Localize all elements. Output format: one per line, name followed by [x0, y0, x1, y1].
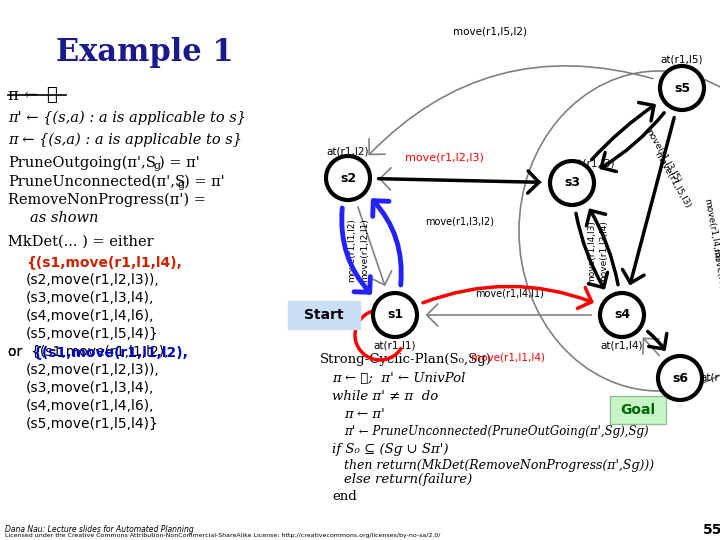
Text: move(r1,l4,l1): move(r1,l4,l1) [476, 288, 544, 298]
Circle shape [660, 66, 704, 110]
Text: move(r1,l1,l2): move(r1,l1,l2) [348, 218, 356, 282]
Text: move(r1,l4,l3): move(r1,l4,l3) [588, 220, 596, 284]
Text: 55: 55 [703, 523, 720, 537]
Text: MkDet(... ) = either: MkDet(... ) = either [8, 235, 153, 249]
Text: π' ← {(s,a) : a is applicable to s}: π' ← {(s,a) : a is applicable to s} [8, 111, 246, 125]
Circle shape [326, 156, 370, 200]
Text: Licensed under the Creative Commons Attribution-NonCommercial-ShareAlike License: Licensed under the Creative Commons Attr… [5, 534, 441, 538]
Text: g: g [153, 161, 160, 171]
Text: move(r1,l2,l1): move(r1,l2,l1) [361, 218, 369, 282]
Text: then return(MkDet(RemoveNonProgress(π',Sɡ))): then return(MkDet(RemoveNonProgress(π',S… [344, 458, 654, 471]
Text: (s3,move(r1,l3,l4),: (s3,move(r1,l3,l4), [26, 291, 154, 305]
Text: move(r1,l3,l4): move(r1,l3,l4) [600, 220, 608, 284]
Text: Goal: Goal [621, 403, 656, 417]
Text: Strong-Cyclic-Plan(S₀,Sɡ): Strong-Cyclic-Plan(S₀,Sɡ) [320, 354, 492, 367]
Text: Example 1: Example 1 [56, 37, 234, 68]
Text: as shown: as shown [30, 211, 99, 225]
Text: or  {(s1,move(r1,l1,l2),: or {(s1,move(r1,l1,l2), [8, 345, 168, 359]
FancyBboxPatch shape [288, 301, 360, 329]
Circle shape [600, 293, 644, 337]
Text: Start: Start [304, 308, 344, 322]
Text: π ← {(s,a) : a is applicable to s}: π ← {(s,a) : a is applicable to s} [8, 133, 242, 147]
Text: (s4,move(r1,l4,l6),: (s4,move(r1,l4,l6), [26, 309, 155, 323]
Text: move(r1,l3,l2): move(r1,l3,l2) [426, 217, 495, 227]
Circle shape [550, 161, 594, 205]
Text: at(r1,l3): at(r1,l3) [572, 158, 614, 168]
Text: (s5,move(r1,l5,l4)}: (s5,move(r1,l5,l4)} [26, 327, 159, 341]
Text: s4: s4 [614, 308, 630, 321]
Text: at(r1,l5): at(r1,l5) [661, 55, 703, 65]
Text: ) = π': ) = π' [184, 175, 225, 189]
Text: {(s1,move(r1,l1,l4),: {(s1,move(r1,l1,l4), [26, 255, 182, 269]
Text: move(r1,l3,l5): move(r1,l3,l5) [642, 125, 682, 185]
Text: PruneUnconnected(π',S: PruneUnconnected(π',S [8, 175, 185, 189]
Text: while π' ≠ π  do: while π' ≠ π do [332, 389, 438, 402]
Text: (s2,move(r1,l2,l3)),: (s2,move(r1,l2,l3)), [26, 273, 160, 287]
Text: (s4,move(r1,l4,l6),: (s4,move(r1,l4,l6), [26, 399, 155, 413]
Text: move(r1,l5,l3): move(r1,l5,l3) [652, 150, 692, 210]
Text: move(r1,l1,l4): move(r1,l1,l4) [471, 353, 545, 363]
Text: at(r1,l4): at(r1,l4) [600, 340, 643, 350]
Text: at(r1,l6): at(r1,l6) [700, 373, 720, 383]
Text: end: end [332, 490, 356, 503]
Text: move(r1,l2,l3): move(r1,l2,l3) [405, 152, 483, 162]
Text: PruneOutgoing(π',S: PruneOutgoing(π',S [8, 156, 156, 170]
Text: π ←: π ← [8, 86, 38, 104]
Text: (s3,move(r1,l3,l4),: (s3,move(r1,l3,l4), [26, 381, 154, 395]
Text: ∅: ∅ [46, 86, 57, 104]
Circle shape [373, 293, 417, 337]
Circle shape [658, 356, 702, 400]
Text: else return(failure): else return(failure) [344, 474, 472, 487]
Text: at(r1,l1): at(r1,l1) [374, 340, 416, 350]
Text: π' ← PruneUnconnected(PruneOutGoing(π',Sɡ),Sɡ): π' ← PruneUnconnected(PruneOutGoing(π',S… [344, 426, 649, 438]
Text: if S₀ ⊆ (Sɡ ∪ Sπ'): if S₀ ⊆ (Sɡ ∪ Sπ') [332, 443, 449, 456]
Text: s1: s1 [387, 308, 403, 321]
Text: s6: s6 [672, 372, 688, 384]
Text: ) = π': ) = π' [159, 156, 199, 170]
Text: RemoveNonProgress(π') =: RemoveNonProgress(π') = [8, 193, 206, 207]
Text: Dana Nau: Lecture slides for Automated Planning: Dana Nau: Lecture slides for Automated P… [5, 525, 194, 535]
Text: (s5,move(r1,l5,l4)}: (s5,move(r1,l5,l4)} [26, 417, 159, 431]
Text: s2: s2 [340, 172, 356, 185]
Text: move(r1,l5,l4): move(r1,l5,l4) [710, 248, 720, 312]
Text: or: or [8, 345, 31, 359]
Text: s5: s5 [674, 82, 690, 94]
Text: π ← ∅;  π' ← UnivPol: π ← ∅; π' ← UnivPol [332, 372, 465, 384]
Text: s3: s3 [564, 177, 580, 190]
Text: move(r1,l4,l5): move(r1,l4,l5) [702, 198, 720, 262]
Text: at(r1,l2): at(r1,l2) [327, 147, 369, 157]
FancyBboxPatch shape [610, 396, 666, 424]
Text: {(s1,move(r1,l1,l2),: {(s1,move(r1,l1,l2), [32, 345, 188, 359]
Text: move(r1,l5,l2): move(r1,l5,l2) [453, 27, 527, 37]
Text: π ← π': π ← π' [344, 408, 384, 421]
Text: g: g [178, 180, 185, 190]
Text: (s2,move(r1,l2,l3)),: (s2,move(r1,l2,l3)), [26, 363, 160, 377]
